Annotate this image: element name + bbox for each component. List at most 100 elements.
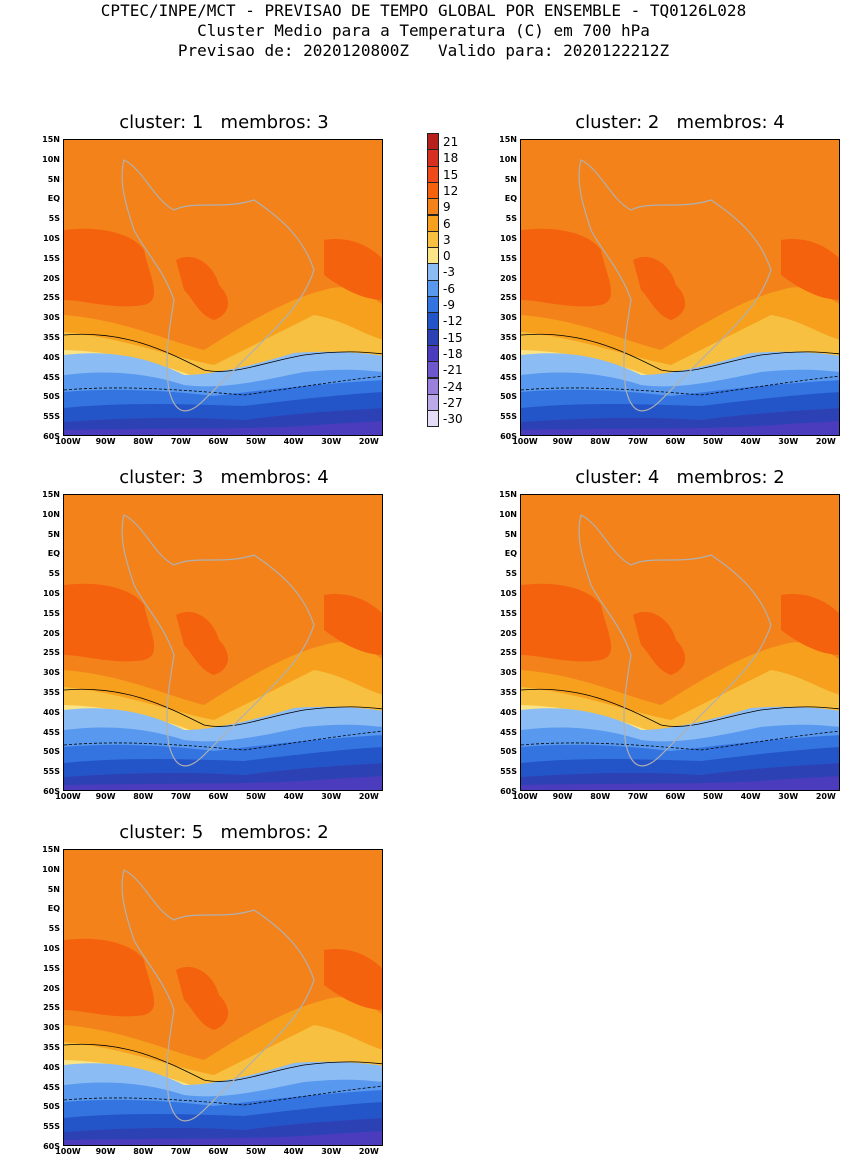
lat-tick-label: 40S	[43, 1062, 60, 1072]
lon-tick-label: 100W	[512, 437, 538, 446]
lat-tick-label: 5N	[504, 529, 517, 539]
colorbar-swatch	[427, 393, 439, 412]
lat-tick-label: 45S	[43, 727, 60, 737]
lon-tick-label: 30W	[321, 437, 342, 446]
lon-tick-label: 100W	[512, 792, 538, 801]
lon-tick-label: 50W	[246, 792, 266, 801]
panel-title-4: cluster: 4 membros: 2	[575, 467, 785, 488]
lon-tick-label: 80W	[590, 437, 611, 446]
lat-tick-label: 10S	[500, 589, 517, 598]
lat-tick-label: 30S	[500, 668, 517, 678]
lat-tick-label: 5S	[48, 569, 60, 579]
colorbar-label: 9	[443, 200, 451, 215]
blob-9-pacific	[521, 583, 612, 662]
blob-9-land	[633, 256, 686, 320]
lat-tick-label: 45S	[500, 727, 517, 737]
lat-tick-label: 60S	[43, 1142, 60, 1151]
lat-tick-label: 15S	[43, 608, 60, 618]
blob-9-pacific	[521, 228, 612, 307]
panel-title-5: cluster: 5 membros: 2	[119, 822, 329, 843]
lat-tick-label: EQ	[47, 549, 60, 559]
lat-tick-label: 35S	[43, 1043, 60, 1052]
lon-tick-label: 100W	[55, 792, 81, 801]
map-panel-4	[520, 494, 840, 791]
lat-tick-label: 10N	[42, 154, 60, 164]
blob-9-atlantic	[781, 239, 839, 300]
lat-tick-label: 55S	[43, 1122, 60, 1132]
lat-tick-label: 55S	[500, 767, 517, 777]
colorbar-label: 3	[443, 232, 451, 247]
lon-tick-label: 30W	[778, 792, 799, 801]
lon-tick-label: 90W	[95, 1147, 116, 1156]
lat-tick-label: 5S	[505, 214, 517, 224]
lat-tick-label: 45S	[43, 1082, 60, 1092]
blob-9-land	[176, 611, 229, 675]
lat-tick-label: 15N	[42, 490, 60, 499]
colorbar-swatch	[427, 296, 439, 314]
blob-9-pacific	[64, 938, 155, 1017]
lon-tick-label: 60W	[665, 792, 686, 801]
colorbar-swatch	[427, 328, 439, 346]
lon-tick-label: 90W	[552, 792, 573, 801]
blob-9-atlantic	[324, 594, 382, 655]
lon-tick-label: 40W	[283, 1147, 304, 1156]
lat-tick-label: 25S	[43, 293, 60, 303]
colorbar-label: -24	[443, 379, 463, 394]
lon-tick-label: 20W	[358, 437, 379, 446]
lon-tick-label: 70W	[170, 437, 191, 446]
colorbar-swatch	[427, 312, 439, 330]
lat-tick-label: 20S	[43, 983, 60, 993]
lat-tick-label: 10S	[43, 589, 60, 598]
coastline	[578, 514, 772, 767]
map-panel-1	[63, 139, 383, 436]
panel-title-2: cluster: 2 membros: 4	[575, 112, 785, 133]
lat-tick-label: 45S	[43, 372, 60, 382]
lon-tick-label: 70W	[627, 437, 648, 446]
lat-tick-label: 5N	[47, 529, 60, 539]
temperature-field-3	[64, 495, 382, 790]
lon-tick-label: 20W	[358, 1147, 379, 1156]
lat-tick-label: 30S	[43, 668, 60, 678]
colorbar-swatch	[427, 410, 439, 428]
lat-tick-label: 35S	[500, 333, 517, 342]
lat-tick-label: 15S	[43, 253, 60, 263]
temperature-field-5	[64, 850, 382, 1145]
coastline	[121, 514, 315, 767]
colorbar-label: -27	[443, 395, 463, 410]
colorbar-swatch	[427, 149, 439, 167]
lon-tick-label: 60W	[208, 1147, 229, 1156]
blob-9-land	[176, 966, 229, 1030]
colorbar-swatch	[427, 361, 439, 379]
lon-tick-label: 30W	[321, 1147, 342, 1156]
lat-tick-label: EQ	[504, 549, 517, 559]
lon-tick-label: 100W	[55, 1147, 81, 1156]
colorbar-swatch	[427, 198, 439, 216]
map-panel-2	[520, 139, 840, 436]
panel-title-1: cluster: 1 membros: 3	[119, 112, 329, 133]
band-m18	[521, 776, 839, 790]
colorbar-label: -12	[443, 314, 463, 329]
lon-tick-label: 40W	[283, 792, 304, 801]
lat-tick-label: 15N	[42, 135, 60, 144]
blob-9-land	[633, 611, 686, 675]
coastline	[578, 159, 772, 412]
lat-tick-label: 55S	[500, 412, 517, 422]
header-line-1: CPTEC/INPE/MCT - PREVISAO DE TEMPO GLOBA…	[100, 1, 747, 20]
band-m18	[64, 421, 382, 435]
lon-tick-label: 60W	[208, 437, 229, 446]
lat-tick-label: 5S	[505, 569, 517, 579]
band-m18	[64, 776, 382, 790]
lon-tick-label: 80W	[133, 437, 154, 446]
lon-tick-label: 50W	[246, 437, 266, 446]
colorbar-swatch	[427, 230, 439, 249]
lon-tick-label: 50W	[246, 1147, 266, 1156]
lon-tick-label: 60W	[208, 792, 229, 801]
lon-tick-label: 30W	[778, 437, 799, 446]
blob-9-atlantic	[324, 949, 382, 1010]
header-line-2: Cluster Medio para a Temperatura (C) em …	[197, 21, 650, 40]
lat-tick-label: 60S	[43, 787, 60, 796]
lat-tick-label: 20S	[43, 273, 60, 283]
lon-tick-label: 70W	[170, 792, 191, 801]
header-line-3: Previsao de: 2020120800Z Valido para: 20…	[177, 41, 670, 60]
colorbar-label: -15	[443, 330, 463, 345]
